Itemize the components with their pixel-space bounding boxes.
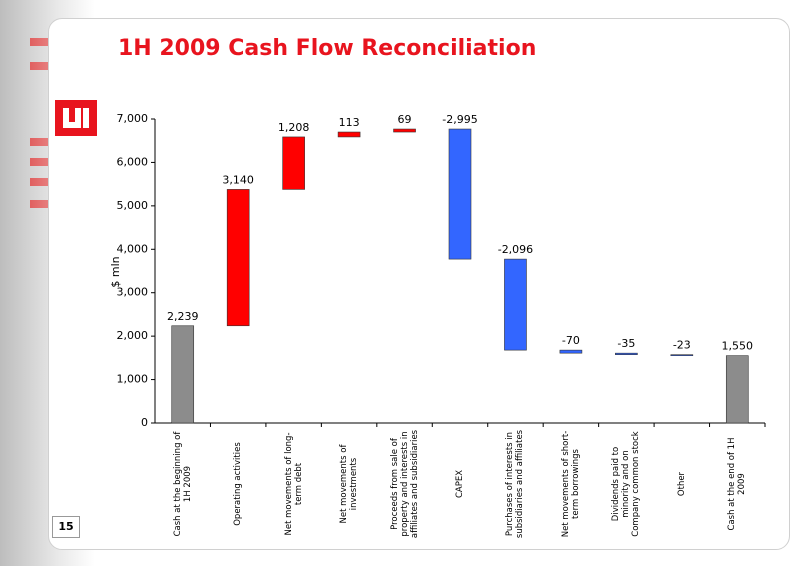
bar bbox=[393, 128, 416, 133]
value-label: -70 bbox=[562, 334, 580, 347]
slide-title: 1H 2009 Cash Flow Reconciliation bbox=[118, 36, 537, 61]
label-background bbox=[440, 113, 480, 127]
value-label: 69 bbox=[398, 113, 412, 126]
x-tick-label: Purchases of interests in subsidiaries a… bbox=[505, 429, 526, 539]
label-background bbox=[615, 337, 638, 351]
bar bbox=[725, 355, 749, 424]
label-background bbox=[275, 120, 312, 134]
y-tick-label: 0 bbox=[141, 416, 148, 429]
value-label: 2,239 bbox=[167, 310, 199, 323]
value-label: 1,208 bbox=[278, 121, 310, 134]
bar bbox=[337, 131, 361, 138]
x-tick-label: CAPEX bbox=[455, 469, 465, 499]
y-tick-label: 6,000 bbox=[117, 155, 149, 168]
x-tick-label: Cash at the end of 1H 2009 bbox=[727, 437, 748, 531]
x-tick-label: Other bbox=[676, 471, 687, 497]
y-tick-label: 7,000 bbox=[117, 112, 149, 125]
x-tick-label: Net movements of long-term debt bbox=[283, 432, 304, 536]
label-background bbox=[336, 116, 362, 130]
y-tick-label: 5,000 bbox=[117, 199, 149, 212]
label-background bbox=[395, 113, 414, 127]
content-frame bbox=[48, 18, 790, 550]
bar bbox=[615, 352, 638, 355]
value-label: -2,995 bbox=[442, 113, 477, 126]
label-background bbox=[220, 173, 256, 187]
bar bbox=[226, 189, 250, 327]
x-tick-label: Net movements of investments bbox=[339, 444, 360, 524]
y-axis-label: $ mln bbox=[109, 256, 122, 287]
label-background bbox=[495, 243, 536, 257]
y-tick-label: 4,000 bbox=[117, 242, 149, 255]
x-tick-label: Operating activities bbox=[233, 442, 244, 526]
value-label: -2,096 bbox=[498, 243, 533, 256]
value-label: 3,140 bbox=[222, 173, 254, 186]
bar bbox=[670, 354, 694, 356]
bar bbox=[171, 325, 195, 424]
logo bbox=[55, 100, 97, 136]
x-tick-label: Net movements of short-term borrowings bbox=[560, 430, 581, 538]
bar bbox=[504, 258, 527, 351]
label-background bbox=[164, 309, 201, 323]
page-number: 15 bbox=[52, 516, 80, 538]
x-tick-label: Cash at the beginning of 1H 2009 bbox=[172, 431, 193, 537]
label-background bbox=[670, 338, 693, 352]
value-label: -23 bbox=[673, 339, 691, 352]
label-background bbox=[559, 334, 582, 348]
value-label: 113 bbox=[339, 116, 360, 129]
label-background bbox=[719, 339, 756, 353]
bar bbox=[282, 136, 305, 190]
value-label: -35 bbox=[617, 337, 635, 350]
bar bbox=[448, 128, 472, 260]
value-label: 1,550 bbox=[722, 340, 754, 353]
x-tick-label: Proceeds from sale of property and inter… bbox=[389, 429, 420, 539]
x-tick-label: Dividends paid to minority and on Compan… bbox=[611, 431, 642, 537]
y-tick-label: 1,000 bbox=[117, 373, 149, 386]
y-tick-label: 3,000 bbox=[117, 286, 149, 299]
bar bbox=[559, 349, 583, 354]
y-tick-label: 2,000 bbox=[117, 329, 149, 342]
